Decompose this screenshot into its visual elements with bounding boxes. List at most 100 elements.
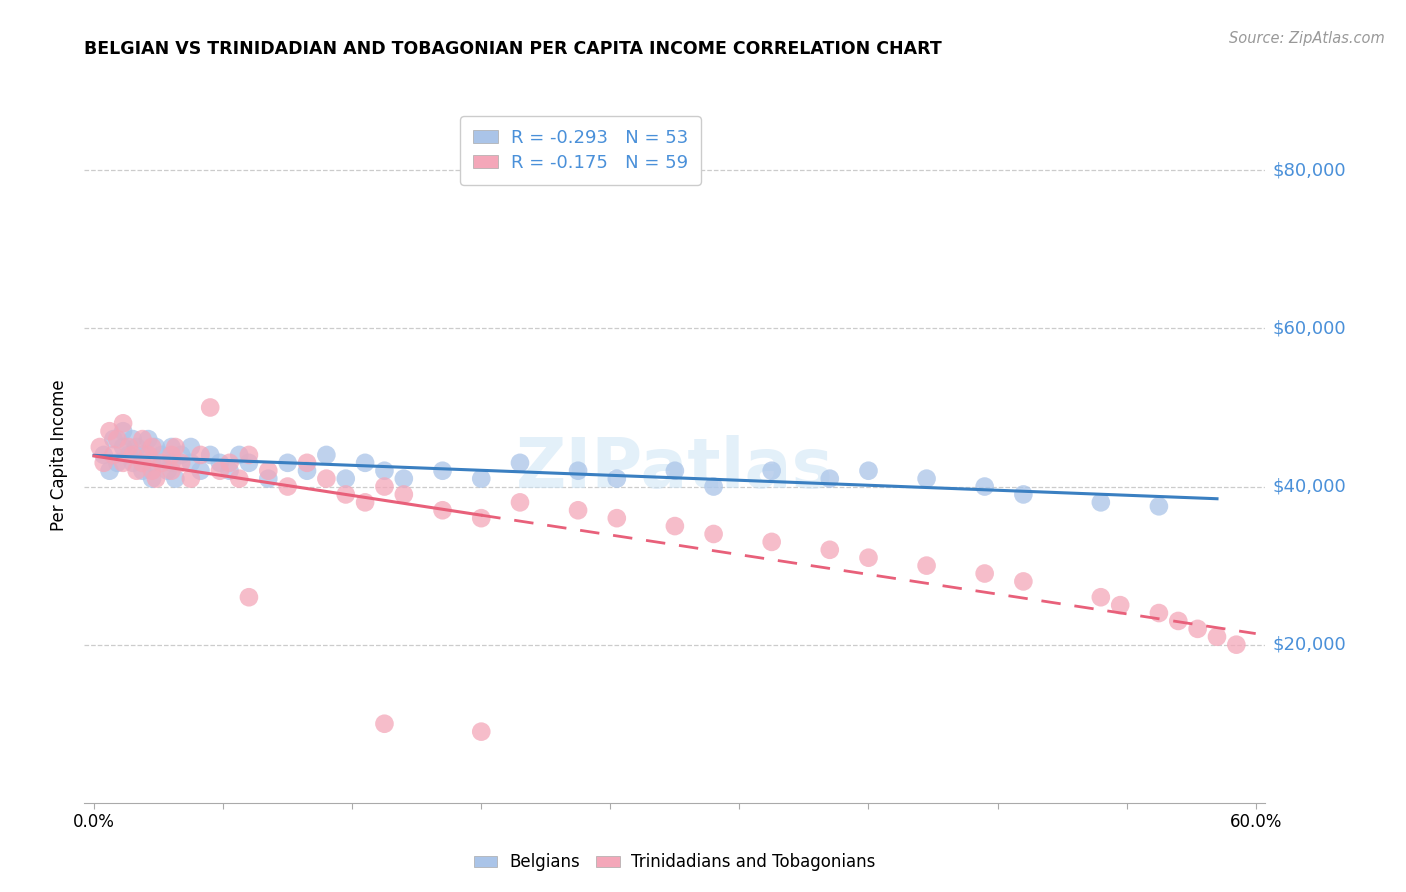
Point: [112, 456, 135, 470]
Point: [354, 495, 377, 509]
Point: [145, 472, 167, 486]
Point: [295, 464, 318, 478]
Y-axis label: Per Capita Income: Per Capita Income: [51, 379, 69, 531]
Point: [761, 464, 783, 478]
Point: [664, 464, 686, 478]
Point: [105, 432, 128, 446]
Point: [1109, 598, 1132, 612]
Point: [150, 448, 173, 462]
Point: [200, 401, 222, 415]
Point: [335, 487, 357, 501]
Point: [190, 448, 212, 462]
Point: [606, 472, 628, 486]
Point: [567, 503, 589, 517]
Point: [238, 456, 260, 470]
Point: [93, 448, 115, 462]
Point: [190, 464, 212, 478]
Point: [98, 464, 121, 478]
Text: BELGIAN VS TRINIDADIAN AND TOBAGONIAN PER CAPITA INCOME CORRELATION CHART: BELGIAN VS TRINIDADIAN AND TOBAGONIAN PE…: [84, 40, 942, 58]
Point: [761, 535, 783, 549]
Point: [818, 542, 841, 557]
Point: [1206, 630, 1229, 644]
Point: [136, 448, 159, 462]
Point: [1225, 638, 1247, 652]
Point: [335, 472, 357, 486]
Point: [1147, 606, 1170, 620]
Point: [1187, 622, 1209, 636]
Point: [141, 440, 163, 454]
Point: [105, 456, 128, 470]
Point: [1012, 487, 1035, 501]
Point: [156, 464, 179, 478]
Point: [470, 511, 492, 525]
Point: [703, 527, 725, 541]
Point: [470, 472, 492, 486]
Point: [150, 456, 173, 470]
Point: [180, 456, 202, 470]
Point: [112, 417, 135, 431]
Point: [98, 424, 121, 438]
Point: [118, 440, 141, 454]
Text: $20,000: $20,000: [1272, 636, 1346, 654]
Point: [257, 464, 280, 478]
Point: [228, 448, 250, 462]
Point: [915, 558, 938, 573]
Point: [118, 448, 141, 462]
Point: [160, 456, 183, 470]
Point: [373, 716, 395, 731]
Text: $80,000: $80,000: [1272, 161, 1346, 179]
Point: [112, 424, 135, 438]
Point: [509, 456, 531, 470]
Point: [238, 448, 260, 462]
Text: $40,000: $40,000: [1272, 477, 1346, 496]
Point: [509, 495, 531, 509]
Point: [141, 472, 163, 486]
Point: [858, 550, 880, 565]
Point: [141, 464, 163, 478]
Point: [392, 487, 415, 501]
Point: [170, 448, 193, 462]
Point: [121, 456, 143, 470]
Point: [973, 566, 995, 581]
Point: [315, 448, 337, 462]
Point: [277, 456, 299, 470]
Text: Source: ZipAtlas.com: Source: ZipAtlas.com: [1229, 31, 1385, 46]
Point: [131, 448, 153, 462]
Point: [136, 432, 159, 446]
Point: [238, 591, 260, 605]
Point: [277, 479, 299, 493]
Point: [1147, 500, 1170, 514]
Point: [131, 456, 153, 470]
Point: [103, 432, 125, 446]
Point: [112, 440, 135, 454]
Point: [257, 472, 280, 486]
Point: [1167, 614, 1189, 628]
Point: [1012, 574, 1035, 589]
Point: [218, 456, 240, 470]
Point: [858, 464, 880, 478]
Point: [180, 440, 202, 454]
Point: [160, 448, 183, 462]
Point: [103, 448, 125, 462]
Point: [432, 464, 454, 478]
Point: [973, 479, 995, 493]
Point: [125, 464, 148, 478]
Point: [315, 472, 337, 486]
Point: [915, 472, 938, 486]
Point: [470, 724, 492, 739]
Point: [703, 479, 725, 493]
Point: [818, 472, 841, 486]
Point: [145, 440, 167, 454]
Point: [218, 464, 240, 478]
Point: [121, 448, 143, 462]
Point: [125, 440, 148, 454]
Point: [373, 479, 395, 493]
Point: [131, 464, 153, 478]
Legend: Belgians, Trinidadians and Tobagonians: Belgians, Trinidadians and Tobagonians: [467, 847, 883, 878]
Point: [228, 472, 250, 486]
Point: [373, 464, 395, 478]
Point: [208, 456, 231, 470]
Point: [160, 440, 183, 454]
Point: [165, 440, 187, 454]
Point: [165, 472, 187, 486]
